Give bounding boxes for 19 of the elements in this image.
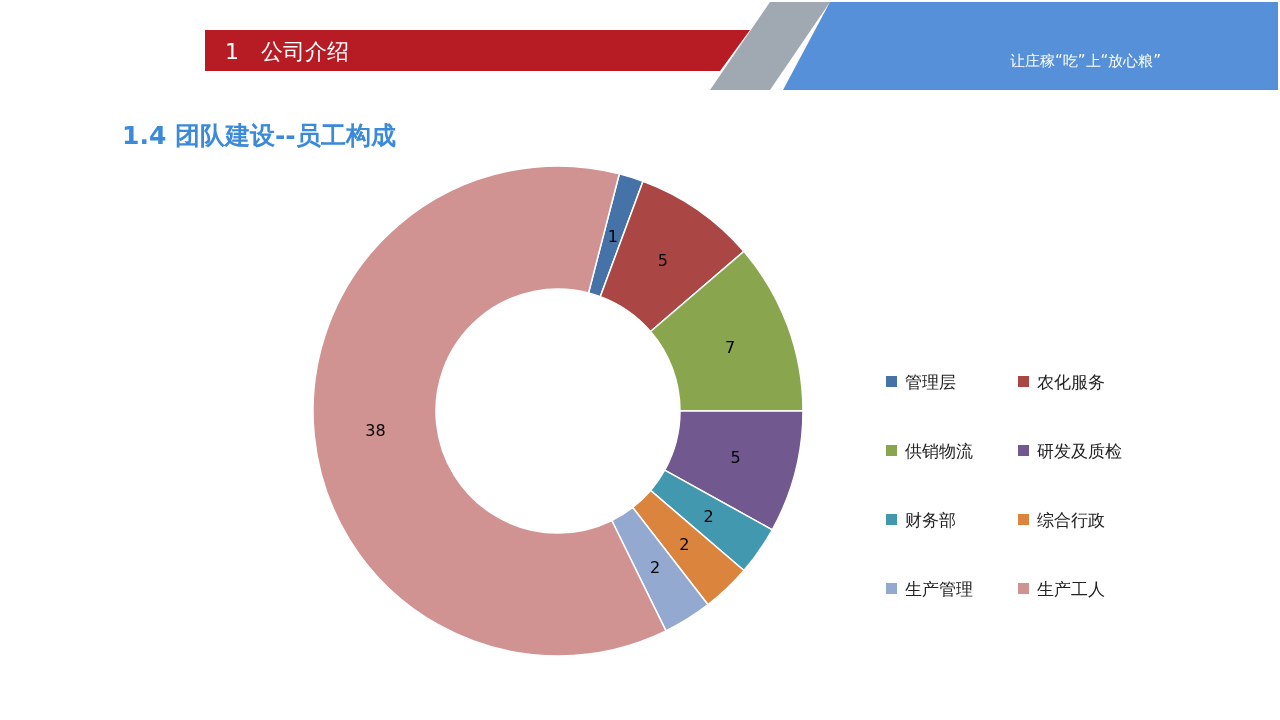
legend-label: 财务部: [905, 510, 956, 530]
data-label: 7: [724, 338, 736, 358]
text: 1 公司介绍: [225, 39, 349, 64]
data-label: 1: [607, 226, 618, 246]
legend-label: 研发及质检: [1037, 441, 1122, 461]
text: 让庄稼“吃”上“放心粮”: [1010, 52, 1162, 70]
data-label: 38: [365, 420, 386, 440]
chart-title: 1.4 团队建设--员工构成: [122, 121, 396, 150]
data-label: 2: [650, 557, 661, 577]
legend-label: 生产管理: [905, 579, 973, 599]
legend-label: 农化服务: [1037, 372, 1105, 392]
data-label: 5: [657, 251, 668, 271]
legend-label: 生产工人: [1037, 579, 1105, 599]
data-label: 5: [730, 447, 741, 467]
legend-label: 综合行政: [1037, 510, 1105, 530]
legend-label: 管理层: [905, 372, 956, 392]
data-label: 2: [703, 506, 714, 526]
data-label: 2: [679, 534, 690, 554]
legend-label: 供销物流: [905, 441, 973, 461]
